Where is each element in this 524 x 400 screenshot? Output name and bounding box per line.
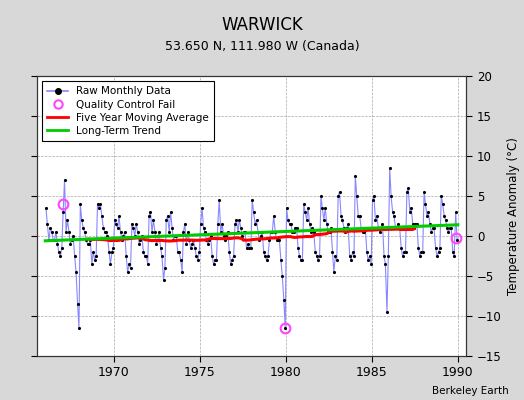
Text: 53.650 N, 111.980 W (Canada): 53.650 N, 111.980 W (Canada) [165,40,359,53]
Text: Berkeley Earth: Berkeley Earth [432,386,508,396]
Y-axis label: Temperature Anomaly (°C): Temperature Anomaly (°C) [507,137,520,295]
Legend: Raw Monthly Data, Quality Control Fail, Five Year Moving Average, Long-Term Tren: Raw Monthly Data, Quality Control Fail, … [42,81,214,141]
Text: WARWICK: WARWICK [221,16,303,34]
